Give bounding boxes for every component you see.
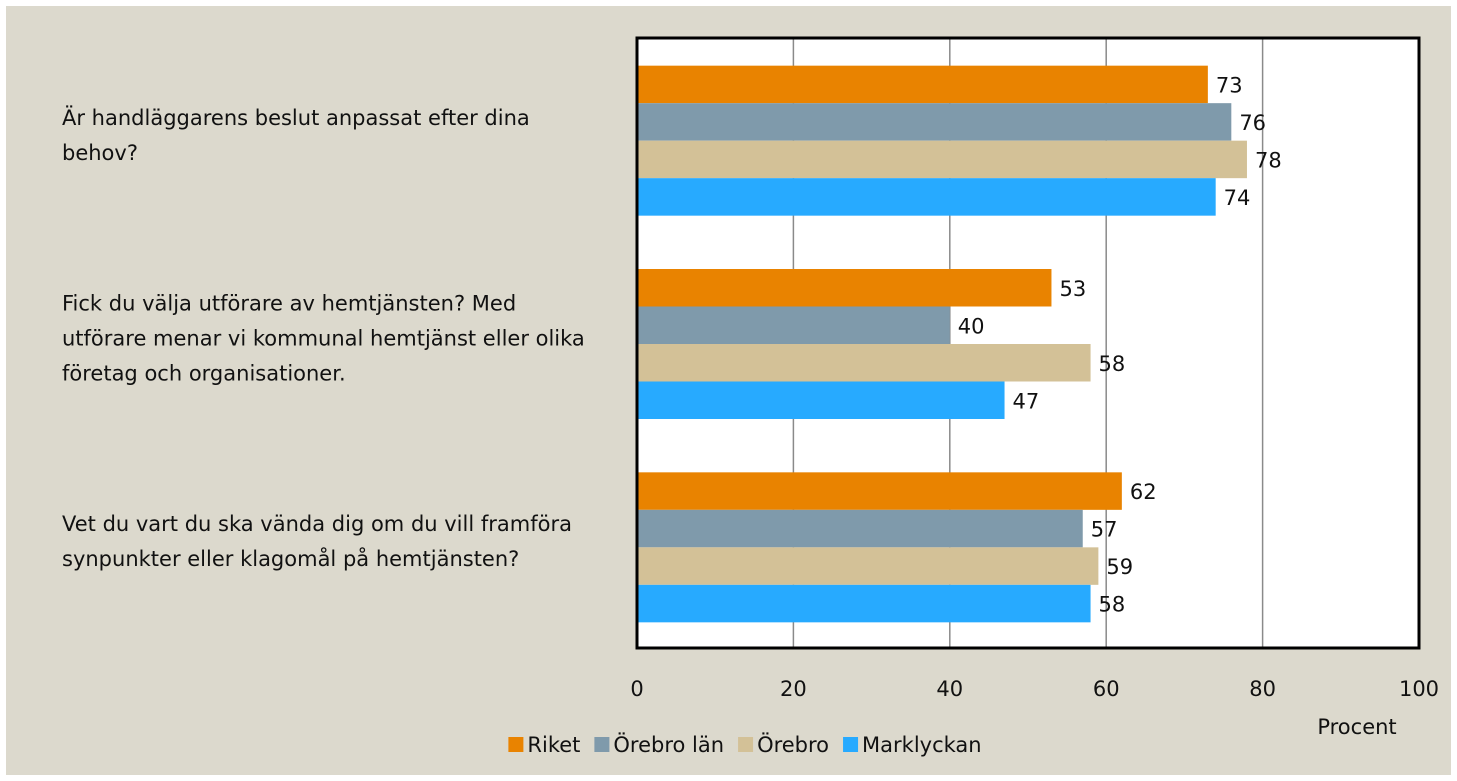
bar: [637, 140, 1247, 179]
value-label: 47: [1013, 389, 1040, 413]
x-tick-label: 20: [780, 677, 807, 701]
value-label: 40: [958, 314, 985, 338]
bar: [637, 65, 1208, 104]
legend-swatch: [738, 737, 754, 752]
x-axis-label: Procent: [1317, 715, 1396, 739]
bar: [637, 178, 1216, 216]
bar: [637, 381, 1005, 419]
legend-label: Örebro län: [613, 732, 724, 757]
legend-label: Riket: [527, 733, 580, 757]
bar: [637, 547, 1099, 585]
legend-label: Örebro: [757, 732, 829, 757]
bar: [637, 472, 1122, 510]
value-label: 58: [1099, 593, 1126, 617]
plot-border: [635, 36, 1421, 650]
category-label: Är handläggarens beslut anpassat efter d…: [62, 105, 530, 165]
bar: [637, 344, 1091, 382]
category-label: Vet du vart du ska vända dig om du vill …: [62, 512, 572, 572]
value-label: 74: [1224, 186, 1251, 210]
legend-swatch: [843, 737, 859, 752]
value-label: 73: [1216, 73, 1243, 97]
bar: [637, 103, 1232, 141]
bar: [637, 306, 950, 344]
category-label: Fick du välja utförare av hemtjänsten? M…: [62, 291, 585, 386]
x-tick-label: 40: [936, 677, 963, 701]
legend-label: Marklyckan: [862, 733, 982, 757]
value-label: 59: [1106, 555, 1133, 579]
x-tick-label: 80: [1249, 677, 1276, 701]
x-tick-label: 100: [1399, 677, 1439, 701]
bar: [637, 269, 1052, 307]
legend-swatch: [594, 737, 610, 752]
value-label: 57: [1091, 518, 1118, 542]
x-tick-label: 0: [630, 677, 643, 701]
value-label: 58: [1099, 352, 1126, 376]
legend: Riket Örebro län Örebro Marklyckan: [508, 732, 982, 757]
value-label: 62: [1130, 480, 1157, 504]
x-tick-label: 60: [1093, 677, 1120, 701]
value-label: 53: [1059, 277, 1086, 301]
bar: [637, 509, 1083, 548]
bar: [637, 584, 1091, 623]
value-label: 76: [1239, 111, 1266, 135]
value-label: 78: [1255, 148, 1282, 172]
legend-swatch: [508, 737, 524, 752]
